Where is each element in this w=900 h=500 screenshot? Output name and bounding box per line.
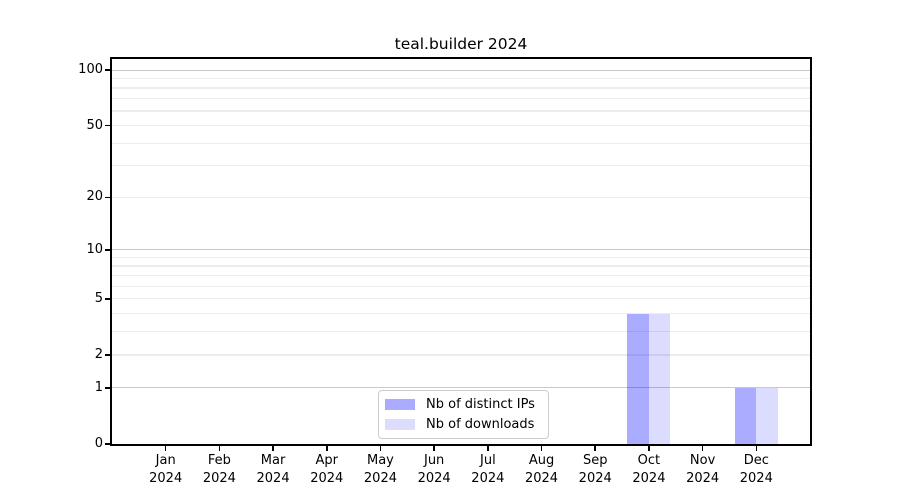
- x-tick-mark-jan-2024: [164, 445, 167, 451]
- y-gridline-minor-9: [112, 256, 810, 259]
- y-gridline-minor-80: [112, 87, 810, 89]
- x-tick-mark-jun-2024: [433, 445, 435, 451]
- x-tick-mark-oct-2024: [648, 445, 650, 451]
- y-tick-mark-100: [105, 69, 111, 71]
- y-tick-label-10: 10: [86, 241, 103, 257]
- y-gridline-minor-4: [112, 313, 810, 315]
- y-tick-mark-5: [105, 298, 111, 300]
- x-tick-mark-apr-2024: [326, 445, 328, 451]
- y-tick-label-0: 0: [94, 436, 103, 451]
- y-axis-spine: [110, 57, 112, 446]
- x-tick-label-nov-2024: Nov 2024: [686, 453, 720, 486]
- y-tick-mark-2: [105, 354, 111, 356]
- y-gridline-minor-20: [112, 196, 810, 198]
- x-axis-spine: [110, 444, 812, 446]
- x-tick-label-apr-2024: Apr 2024: [310, 453, 344, 486]
- y-tick-mark-20: [105, 196, 111, 199]
- y-tick-label-5: 5: [94, 290, 103, 306]
- y-tick-label-20: 20: [86, 189, 103, 205]
- legend-label-distinct-ips: Nb of distinct IPs: [426, 397, 535, 412]
- x-tick-label-dec-2024: Dec 2024: [739, 453, 773, 486]
- y-gridline-minor-2: [112, 354, 810, 356]
- x-tick-mark-may-2024: [379, 445, 382, 451]
- y-gridline-minor-40: [112, 142, 810, 144]
- y-gridline-major-100: [112, 69, 810, 71]
- y-gridline-minor-70: [112, 98, 810, 100]
- y-tick-label-1: 1: [94, 379, 103, 395]
- x-tick-label-feb-2024: Feb 2024: [202, 453, 236, 486]
- x-tick-label-may-2024: May 2024: [363, 453, 397, 486]
- y-gridline-minor-30: [112, 165, 810, 167]
- x-tick-label-jun-2024: Jun 2024: [417, 453, 451, 486]
- x-tick-label-sep-2024: Sep 2024: [578, 453, 612, 486]
- y-gridline-minor-6: [112, 285, 810, 287]
- legend-label-downloads: Nb of downloads: [426, 417, 535, 432]
- top-spine: [110, 57, 812, 59]
- y-tick-mark-1: [105, 387, 111, 389]
- chart-title: teal.builder 2024: [394, 35, 528, 53]
- y-tick-mark-50: [105, 124, 111, 127]
- x-tick-mark-mar-2024: [272, 445, 274, 451]
- y-gridline-major-10: [112, 249, 810, 251]
- y-tick-label-50: 50: [86, 117, 103, 133]
- y-tick-mark-10: [105, 249, 111, 251]
- y-gridline-minor-60: [112, 110, 810, 112]
- y-gridline-minor-5: [112, 298, 810, 300]
- y-gridline-minor-90: [112, 78, 810, 80]
- y-tick-label-2: 2: [94, 347, 103, 363]
- legend-entry-distinct-ips: Nb of distinct IPs: [385, 396, 535, 413]
- y-tick-mark-0: [105, 443, 111, 445]
- y-gridline-minor-50: [112, 124, 810, 127]
- x-tick-label-mar-2024: Mar 2024: [256, 453, 290, 486]
- y-gridline-major-1: [112, 387, 810, 389]
- y-gridline-minor-3: [112, 331, 810, 333]
- bar-oct-2024-nb-of-downloads: [648, 313, 671, 444]
- x-tick-label-aug-2024: Aug 2024: [524, 453, 559, 486]
- bar-oct-2024-nb-of-distinct-ips: [627, 313, 649, 444]
- x-tick-mark-nov-2024: [701, 445, 704, 451]
- x-tick-label-oct-2024: Oct 2024: [632, 453, 666, 486]
- x-tick-mark-jul-2024: [487, 445, 489, 451]
- x-tick-mark-sep-2024: [594, 445, 596, 451]
- y-gridline-minor-7: [112, 274, 810, 277]
- x-tick-label-jul-2024: Jul 2024: [471, 453, 505, 486]
- legend-entry-downloads: Nb of downloads: [385, 416, 535, 433]
- legend-swatch-downloads: [385, 419, 415, 430]
- bar-dec-2024-nb-of-distinct-ips: [734, 387, 757, 444]
- right-spine: [810, 57, 812, 446]
- y-gridline-minor-8: [112, 265, 810, 267]
- legend: Nb of distinct IPs Nb of downloads: [378, 390, 549, 439]
- legend-swatch-distinct-ips: [385, 399, 415, 410]
- x-tick-label-jan-2024: Jan 2024: [149, 453, 183, 486]
- x-tick-mark-aug-2024: [540, 445, 543, 451]
- x-tick-mark-feb-2024: [218, 445, 221, 451]
- bar-dec-2024-nb-of-downloads: [756, 387, 778, 444]
- x-tick-mark-dec-2024: [755, 445, 758, 451]
- y-tick-label-100: 100: [78, 62, 103, 78]
- plot-area: Nb of distinct IPs Nb of downloads: [105, 57, 812, 451]
